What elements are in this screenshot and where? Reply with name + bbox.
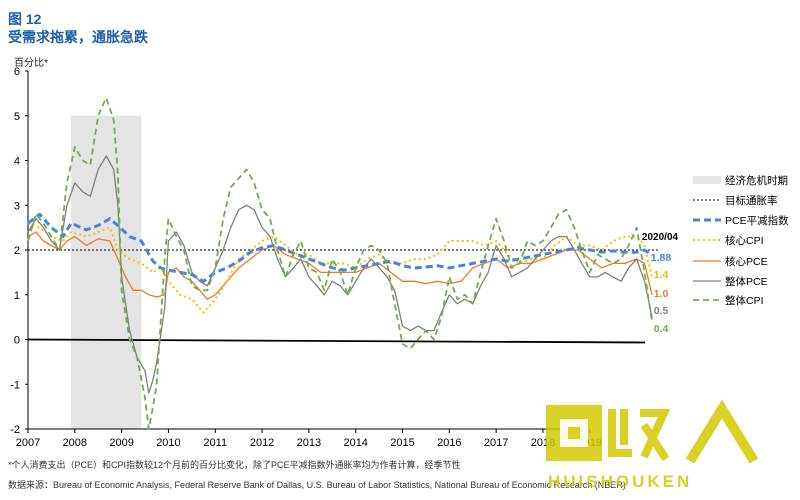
y-tick-label: 2 bbox=[14, 245, 20, 257]
legend-swatch-recession bbox=[693, 176, 721, 184]
y-tick-label: 3 bbox=[14, 200, 20, 212]
legend-label-core-pce: 核心PCE bbox=[725, 255, 768, 268]
end-value-label: 1.88 bbox=[651, 252, 672, 264]
recession-band bbox=[71, 115, 142, 429]
series-line-headline-cpi bbox=[27, 96, 653, 430]
x-tick-label: 2017 bbox=[484, 437, 508, 449]
source-note: 数据来源：Bureau of Economic Analysis, Federa… bbox=[8, 480, 626, 490]
x-tick-label: 2015 bbox=[390, 437, 414, 449]
series-line-pce-deflator bbox=[27, 212, 653, 283]
series-line-headline-pce bbox=[27, 155, 653, 394]
end-value-label: 0.5 bbox=[654, 305, 669, 317]
y-tick-label: 6 bbox=[14, 66, 20, 78]
y-tick-label: 4 bbox=[14, 156, 20, 168]
end-value-label: 1.0 bbox=[654, 288, 669, 300]
y-tick-label: 1 bbox=[14, 290, 20, 302]
zero-line bbox=[27, 338, 646, 344]
y-tick-label: -1 bbox=[10, 379, 20, 391]
legend-label-core-cpi: 核心CPI bbox=[725, 234, 764, 247]
end-value-label: 0.4 bbox=[654, 323, 669, 335]
x-tick-label: 2011 bbox=[203, 437, 227, 449]
end-date-label: 2020/04 bbox=[642, 232, 679, 243]
y-axis-label: 百分比* bbox=[14, 58, 48, 69]
legend-label-pce-deflator: PCE平减指数 bbox=[725, 214, 789, 227]
y-tick-label: 0 bbox=[14, 335, 20, 347]
figure-number: 图 12 bbox=[8, 11, 42, 27]
watermark-logo: HUISHOUKEN bbox=[546, 399, 759, 491]
series-line-core-cpi bbox=[27, 222, 653, 314]
y-tick-label: -2 bbox=[10, 424, 20, 436]
y-tick-label: 5 bbox=[14, 111, 20, 123]
legend-label-headline-cpi: 整体CPI bbox=[725, 294, 764, 307]
footnote: *个人消费支出（PCE）和CPI指数较12个月前的百分比变化，除了PCE平减指数… bbox=[8, 460, 461, 470]
x-tick-label: 2009 bbox=[109, 437, 133, 449]
x-tick-label: 2013 bbox=[297, 437, 321, 449]
legend-label-headline-pce: 整体PCE bbox=[725, 275, 768, 288]
x-tick-label: 2007 bbox=[16, 437, 40, 449]
watermark-subtext: HUISHOUKEN bbox=[548, 472, 692, 491]
x-tick-label: 2012 bbox=[250, 437, 274, 449]
legend-label-recession: 经济危机时期 bbox=[725, 174, 788, 187]
end-value-label: 1.4 bbox=[654, 269, 669, 281]
x-tick-label: 2014 bbox=[343, 437, 367, 449]
x-tick-label: 2016 bbox=[437, 437, 461, 449]
figure-subtitle: 受需求拖累，通胀急跌 bbox=[8, 29, 148, 45]
legend-label-target: 目标通胀率 bbox=[725, 194, 778, 207]
x-tick-label: 2010 bbox=[156, 437, 180, 449]
x-tick-label: 2008 bbox=[63, 437, 87, 449]
